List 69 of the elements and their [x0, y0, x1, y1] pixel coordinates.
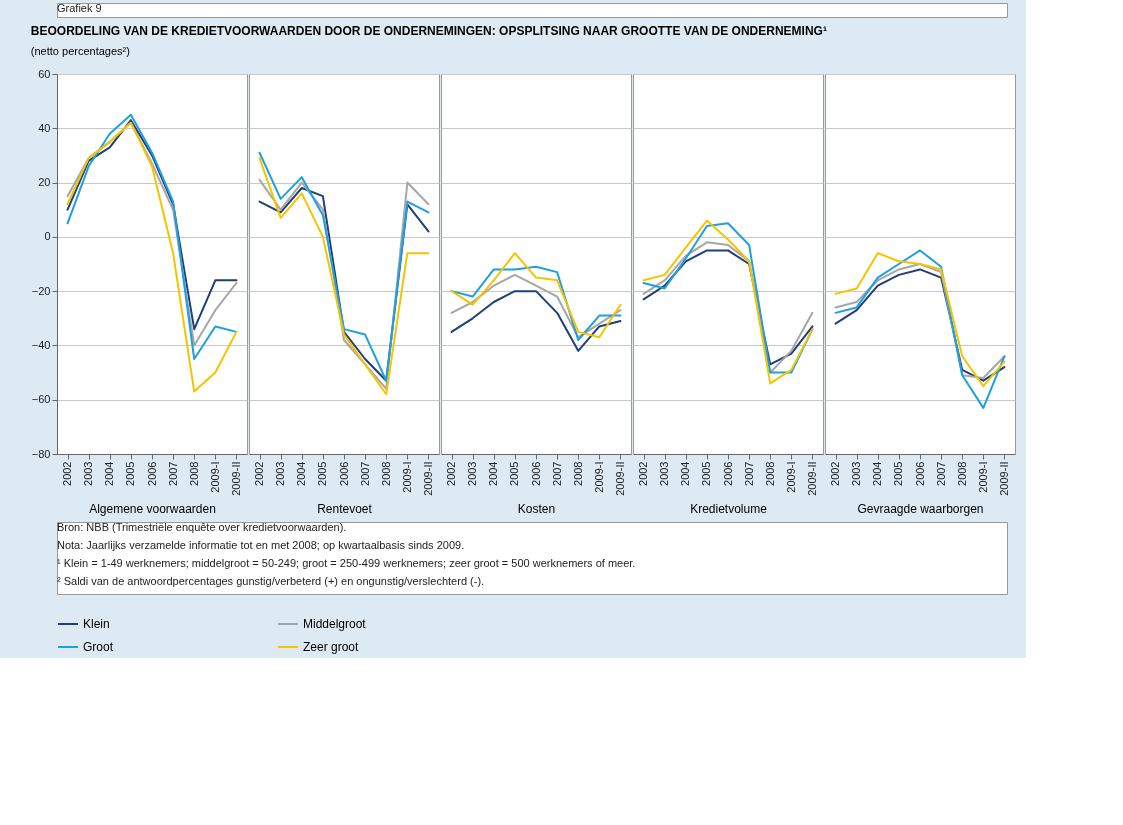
x-tick-label: 2009-I — [592, 461, 605, 493]
text: Grafiek 9 — [57, 2, 102, 14]
y-tick-label: 40 — [38, 121, 51, 134]
x-tick-label: 2009-II — [997, 461, 1010, 496]
x-axis-title: Algemene voorwaarden — [89, 501, 216, 516]
text: Bron: NBB (Trimestriële enquête over kredietvoorwaarden). — [57, 521, 347, 533]
x-tick-label: 2009-I — [784, 461, 797, 493]
x-tick-label: 2009-II — [421, 461, 434, 496]
x-tick-label: 2009-II — [229, 461, 242, 496]
x-tick-label: 2006 — [529, 461, 542, 486]
x-tick-label: 2004 — [487, 461, 500, 486]
x-tick-label: 2004 — [679, 461, 692, 486]
text: ¹ Klein = 1-49 werknemers; middelgroot = 50-249; groot = 250-499 werknemers; zeer groot = 500 werknemers of meer. — [57, 557, 636, 569]
y-tick-label: −60 — [31, 393, 51, 406]
x-tick-label: 2006 — [913, 461, 926, 486]
x-tick-label: 2002 — [253, 461, 266, 486]
x-tick-label: 2006 — [145, 461, 158, 486]
x-tick-label: 2005 — [124, 461, 137, 486]
x-tick-label: 2004 — [871, 461, 884, 486]
x-tick-label: 2003 — [82, 461, 95, 486]
x-tick-label: 2004 — [295, 461, 308, 486]
legend-label: Zeer groot — [303, 640, 360, 654]
x-tick-label: 2002 — [637, 461, 650, 486]
x-tick-label: 2008 — [955, 461, 968, 486]
x-tick-label: 2006 — [721, 461, 734, 486]
text: Nota: Jaarlijks verzamelde informatie tot en met 2008; op kwartaalbasis sinds 2009. — [57, 539, 465, 551]
y-tick-label: 20 — [38, 176, 51, 189]
y-tick-label: −80 — [31, 447, 51, 460]
x-tick-label: 2005 — [892, 461, 905, 486]
x-tick-label: 2009-II — [613, 461, 626, 496]
x-axis-title: Kosten — [517, 501, 556, 516]
y-tick-label: −40 — [31, 338, 51, 351]
x-tick-label: 2002 — [445, 461, 458, 486]
legend-label: Groot — [83, 640, 114, 654]
x-axis-title: Kredietvolume — [690, 501, 768, 516]
x-tick-label: 2007 — [742, 461, 755, 486]
x-axis-title: Gevraagde waarborgen — [857, 501, 984, 516]
x-tick-label: 2007 — [934, 461, 947, 486]
x-tick-label: 2008 — [187, 461, 200, 486]
x-tick-label: 2007 — [550, 461, 563, 486]
y-tick-label: 0 — [44, 230, 51, 243]
x-tick-label: 2007 — [358, 461, 371, 486]
x-tick-label: 2003 — [658, 461, 671, 486]
x-axis-title: Rentevoet — [317, 501, 373, 516]
x-tick-label: 2006 — [337, 461, 350, 486]
legend-label: Klein — [83, 617, 110, 631]
x-tick-label: 2003 — [274, 461, 287, 486]
legend-label: Middelgroot — [303, 617, 367, 631]
y-tick-label: −20 — [31, 284, 51, 297]
x-tick-label: 2004 — [103, 461, 116, 486]
x-tick-label: 2008 — [379, 461, 392, 486]
x-tick-label: 2009-I — [208, 461, 221, 493]
x-tick-label: 2003 — [850, 461, 863, 486]
x-tick-label: 2009-I — [400, 461, 413, 493]
y-tick-label: 60 — [38, 67, 51, 80]
x-tick-label: 2002 — [61, 461, 74, 486]
chart-subtitle: (netto percentages²) — [30, 44, 130, 57]
text: ² Saldi van de antwoordpercentages gunstig/verbeterd (+) en ongunstig/verslechterd (-). — [57, 575, 485, 587]
x-tick-label: 2008 — [571, 461, 584, 486]
x-tick-label: 2008 — [763, 461, 776, 486]
x-tick-label: 2002 — [829, 461, 842, 486]
x-tick-label: 2005 — [508, 461, 521, 486]
x-tick-label: 2009-II — [805, 461, 818, 496]
text: BEOORDELING VAN DE KREDIETVOORWAARDEN DOOR DE ONDERNEMINGEN: OPSPLITSING NAAR GROOTTE VAN DE ONDERNEMING¹ — [30, 23, 827, 38]
x-tick-label: 2005 — [316, 461, 329, 486]
x-tick-label: 2003 — [466, 461, 479, 486]
x-tick-label: 2005 — [700, 461, 713, 486]
x-tick-label: 2007 — [166, 461, 179, 486]
x-tick-label: 2009-I — [976, 461, 989, 493]
